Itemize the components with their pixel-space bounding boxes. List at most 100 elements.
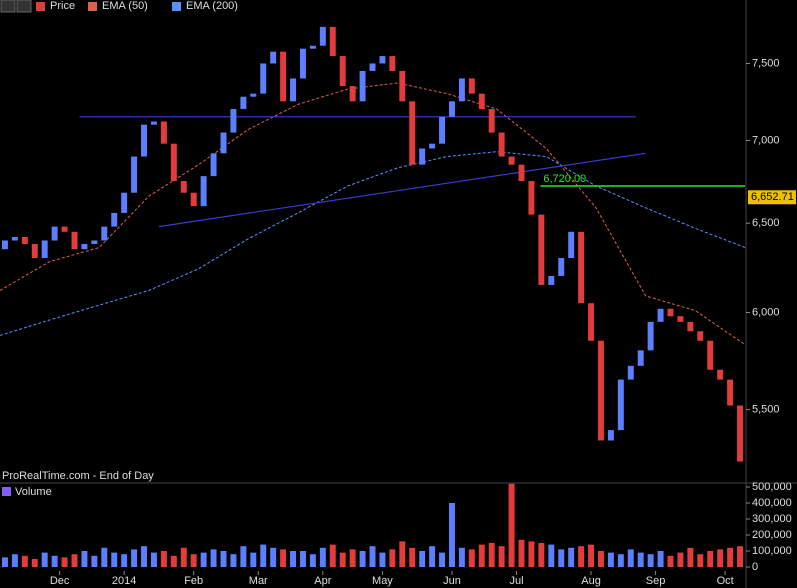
candle-body [280,51,287,102]
candle-body [160,121,167,144]
legend-label: Price [50,0,75,12]
candle-body [607,430,614,441]
candle-body [1,240,8,250]
volume-bar [419,551,426,567]
volume-bar [131,549,138,567]
volume-bar [369,546,376,567]
menu-button[interactable] [16,0,32,13]
candle-body [11,237,18,241]
y-tick-label: 6,000 [752,306,780,318]
volume-bar [240,546,247,567]
volume-bar [677,552,684,567]
volume-bar [141,546,148,567]
x-tick-label: Aug [581,575,601,587]
volume-tick-label: 0 [752,561,758,573]
x-tick-label: May [372,575,393,587]
candle-body [429,143,436,149]
volume-bar [280,549,287,567]
volume-bar [737,546,744,567]
volume-bar [707,551,714,567]
volume-bar [578,546,585,567]
volume-bar [339,552,346,567]
candle-body [379,56,386,64]
volume-bar [727,547,734,567]
candle-body [677,316,684,322]
volume-bar [91,555,98,567]
last-price-box [748,190,796,205]
volume-bar [468,549,475,567]
volume-bar [528,541,535,567]
candle-body [31,243,38,259]
volume-bar [290,551,297,567]
candle-body [131,156,138,193]
volume-bar [508,483,515,567]
volume-bar [329,544,336,567]
volume-bar [349,549,356,567]
candle-body [458,78,465,102]
ema-line [0,82,746,346]
candle-body [369,63,376,71]
y-tick-label: 5,500 [752,404,780,416]
volume-bar [697,554,704,567]
volume-bar [399,541,406,567]
candle-body [250,93,257,97]
volume-bar [71,554,78,567]
volume-bar [299,551,306,567]
candle-body [141,124,148,157]
volume-bar [11,554,18,567]
candle-body [617,379,624,431]
menu-button[interactable] [0,0,16,13]
candle-body [111,212,118,227]
volume-bar [111,552,118,567]
volume-bar [627,549,634,567]
volume-bar [160,551,167,567]
candle-body [200,176,207,207]
candle-body [498,132,505,157]
candle-body [597,340,604,441]
candle-body [707,340,714,370]
volume-bar [309,554,316,567]
volume-bar [597,551,604,567]
candle-body [349,86,356,102]
volume-tick-label: 200,000 [752,529,792,541]
candle-body [91,240,98,244]
x-tick-label: Mar [249,575,268,587]
volume-bar [617,554,624,567]
candle-body [568,231,575,259]
volume-bar [687,547,694,567]
volume-bar [667,555,674,567]
volume-bar [607,552,614,567]
volume-bar [478,544,485,567]
candle-body [538,214,545,285]
candle-body [697,331,704,341]
volume-bar [319,547,326,567]
volume-bar [647,554,654,567]
x-tick-label: Jun [443,575,461,587]
legend-label: EMA (200) [186,0,238,12]
candle-body [667,308,674,317]
x-tick-label: 2014 [112,575,136,587]
volume-bar [260,544,267,567]
volume-bar [498,546,505,567]
candle-body [627,365,634,380]
candle-body [468,78,475,94]
candle-body [409,101,416,165]
candle-body [230,109,237,133]
legend-swatch [88,2,97,11]
candle-body [657,308,664,322]
volume-tick-label: 500,000 [752,481,792,493]
candle-body [101,226,108,241]
volume-bar [31,559,38,567]
volume-bar [448,503,455,567]
volume-bar [150,552,157,567]
candle-body [588,303,595,341]
volume-bar [21,555,28,567]
candle-body [180,181,187,193]
candle-body [478,93,485,110]
candle-body [21,237,28,244]
candle-body [339,56,346,87]
candle-body [737,405,744,462]
volume-bar [717,549,724,567]
volume-bar [429,546,436,567]
